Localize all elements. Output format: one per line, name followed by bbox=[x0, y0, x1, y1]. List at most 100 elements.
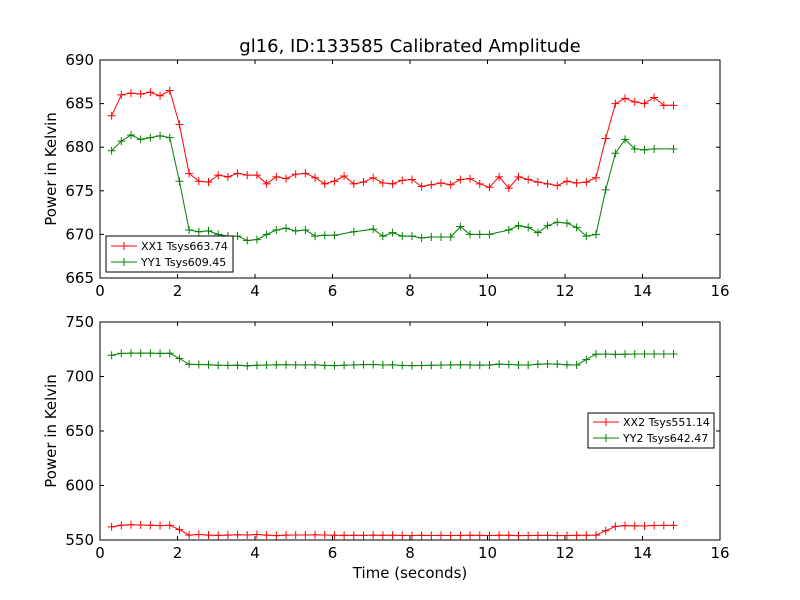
bottom-series-1-point bbox=[659, 350, 668, 359]
bottom-series-0-point bbox=[388, 531, 397, 540]
top-series-1-point bbox=[524, 223, 533, 232]
legend-xx2-marker bbox=[602, 418, 610, 426]
top-series-1-point bbox=[475, 230, 484, 239]
bottom-series-1-point bbox=[543, 359, 552, 368]
top-xtick-label: 4 bbox=[250, 282, 260, 300]
top-series-0-point bbox=[640, 99, 649, 108]
bottom-xtick-label: 10 bbox=[478, 544, 497, 562]
bottom-series-1-point bbox=[107, 351, 116, 360]
bottom-series-1-point bbox=[582, 355, 591, 364]
bottom-xtick-label: 6 bbox=[328, 544, 338, 562]
top-series-0-point bbox=[524, 175, 533, 184]
top-series-1-point bbox=[388, 228, 397, 237]
chart-bottom-series bbox=[107, 349, 678, 540]
bottom-series-1-point bbox=[650, 350, 659, 359]
top-series-1-point bbox=[301, 226, 310, 235]
bottom-series-1-point bbox=[204, 360, 213, 369]
bottom-series-1-point bbox=[243, 361, 252, 370]
bottom-series-0-point bbox=[369, 531, 378, 540]
bottom-series-0-point bbox=[514, 531, 523, 540]
top-series-0-point bbox=[446, 180, 455, 189]
bottom-series-1-point bbox=[359, 360, 368, 369]
top-series-1-point bbox=[669, 144, 678, 153]
bottom-series-0-point bbox=[572, 531, 581, 540]
bottom-series-0-point bbox=[349, 531, 358, 540]
top-series-0-point bbox=[533, 178, 542, 187]
top-series-0-point bbox=[388, 179, 397, 188]
top-series-1-point bbox=[282, 224, 290, 233]
chart-top-series bbox=[107, 86, 678, 245]
top-series-0-point bbox=[146, 88, 155, 97]
top-ytick-label: 665 bbox=[65, 269, 94, 287]
top-series-0-point bbox=[320, 179, 329, 188]
bottom-series-1-point bbox=[378, 361, 387, 370]
bottom-series-1-point bbox=[437, 361, 445, 370]
bottom-series-1-point bbox=[136, 349, 145, 358]
bottom-series-0-point bbox=[127, 520, 135, 529]
top-ytick-label: 670 bbox=[65, 225, 94, 243]
bottom-series-0-point bbox=[562, 531, 571, 540]
bottom-series-0-point bbox=[340, 531, 349, 540]
bottom-xtick-label: 12 bbox=[555, 544, 574, 562]
top-series-1-point bbox=[165, 133, 174, 142]
top-series-0-point bbox=[562, 177, 571, 186]
top-series-1-point bbox=[446, 233, 455, 242]
top-series-0-point bbox=[272, 172, 281, 181]
bottom-series-1-point bbox=[611, 350, 620, 359]
bottom-series-0-point bbox=[146, 521, 155, 530]
bottom-series-0-point bbox=[437, 531, 445, 540]
bottom-series-0-point bbox=[427, 531, 436, 540]
bottom-series-1-point bbox=[340, 361, 349, 370]
chart-bottom-frame bbox=[99, 321, 721, 541]
top-xtick-label: 16 bbox=[710, 282, 729, 300]
bottom-series-0-point bbox=[582, 531, 591, 540]
top-series-0-point bbox=[495, 172, 504, 181]
top-series-0-point bbox=[407, 175, 416, 184]
bottom-series-1-point bbox=[572, 361, 581, 370]
bottom-series-1-point bbox=[553, 360, 562, 369]
bottom-series-0-point bbox=[640, 522, 649, 531]
top-series-1-point bbox=[262, 230, 271, 239]
top-series-0-point bbox=[504, 184, 513, 193]
bottom-series-1-point bbox=[456, 360, 465, 369]
bottom-series-0-point bbox=[650, 521, 659, 530]
chart-bottom-legend: XX2 Tsys551.14 YY2 Tsys642.47 bbox=[587, 412, 715, 449]
bottom-series-1-point bbox=[185, 360, 194, 369]
bottom-series-0-point bbox=[592, 531, 600, 540]
top-series-0-point bbox=[572, 178, 581, 187]
top-series-1-point bbox=[136, 135, 145, 144]
bottom-series-1-point bbox=[669, 350, 678, 359]
top-series-0-point bbox=[311, 173, 320, 182]
bottom-series-1-point bbox=[272, 360, 281, 369]
chart-top-ylabel: Power in Kelvin bbox=[42, 112, 60, 226]
bottom-series-0-point bbox=[466, 531, 475, 540]
bottom-series-0-point bbox=[359, 531, 368, 540]
bottom-series-1-point bbox=[233, 361, 242, 370]
bottom-series-0-point bbox=[262, 531, 271, 540]
bottom-series-1-point bbox=[291, 360, 300, 369]
top-series-0-point bbox=[175, 120, 184, 129]
bottom-series-0-point bbox=[485, 531, 494, 540]
bottom-series-0-point bbox=[669, 521, 678, 530]
bottom-series-1-point bbox=[311, 360, 320, 369]
bottom-series-1-point bbox=[282, 360, 290, 369]
top-series-1-point bbox=[601, 185, 610, 194]
top-series-1-point bbox=[427, 233, 436, 242]
chart-bottom-ylabel: Power in Kelvin bbox=[42, 374, 60, 488]
top-series-1-point bbox=[456, 222, 465, 231]
top-series-1-point bbox=[417, 233, 426, 242]
top-series-1-point bbox=[156, 131, 165, 140]
bottom-series-0-point bbox=[243, 530, 252, 539]
top-series-0-point bbox=[630, 97, 639, 106]
top-series-0-point bbox=[611, 99, 620, 108]
bottom-series-1-point bbox=[252, 361, 261, 370]
top-series-0-point bbox=[466, 174, 475, 183]
top-xtick-label: 8 bbox=[405, 282, 415, 300]
bottom-series-0-point bbox=[282, 531, 290, 540]
top-xtick-label: 12 bbox=[555, 282, 574, 300]
top-series-1-point bbox=[533, 228, 542, 237]
bottom-ytick-label: 550 bbox=[65, 531, 94, 549]
bottom-series-1-point bbox=[175, 354, 184, 363]
bottom-series-0-point bbox=[475, 531, 484, 540]
top-series-1-point bbox=[204, 226, 213, 235]
